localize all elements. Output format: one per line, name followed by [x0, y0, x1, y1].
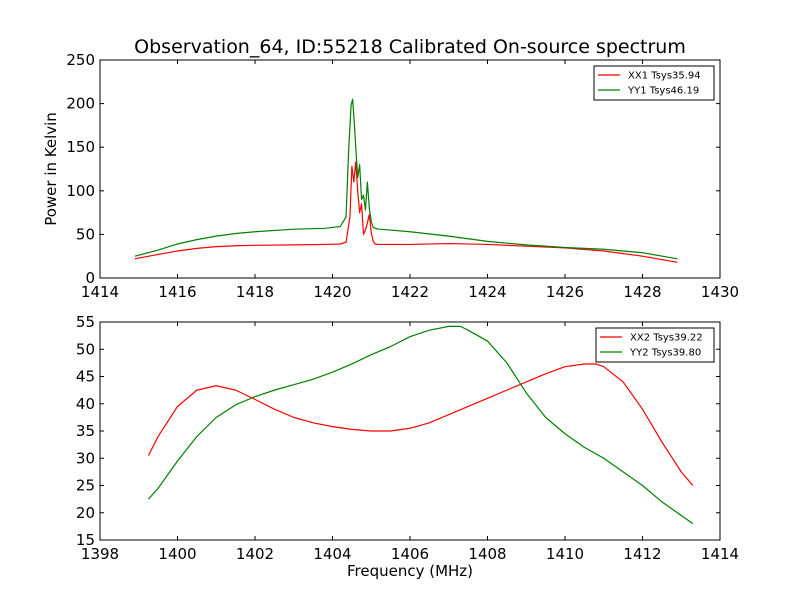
legend-entry-label: XX1 Tsys35.94	[628, 71, 701, 82]
x-tick-label: 1410	[546, 545, 584, 563]
x-tick-label: 1404	[313, 545, 351, 563]
x-tick-label: 1422	[391, 283, 429, 301]
x-tick-label: 1408	[468, 545, 506, 563]
x-tick-label: 1402	[236, 545, 274, 563]
x-tick-label: 1406	[391, 545, 429, 563]
legend-entry-label: YY1 Tsys46.19	[627, 86, 699, 97]
y-axis-label: Power in Kelvin	[42, 112, 60, 226]
x-axis-label: Frequency (MHz)	[347, 562, 473, 580]
legend-box	[595, 327, 715, 363]
legend-entry-label: YY2 Tsys39.80	[629, 348, 701, 359]
x-tick-label: 1414	[81, 283, 119, 301]
legend: XX2 Tsys39.22 YY2 Tsys39.80	[595, 327, 715, 363]
y-tick-label: 30	[76, 449, 95, 467]
y-tick-label: 50	[76, 340, 95, 358]
x-tick-label: 1414	[701, 545, 739, 563]
legend-entry-label: XX2 Tsys39.22	[630, 333, 703, 344]
y-tick-label: 150	[66, 138, 95, 156]
series-line-yy1	[134, 98, 678, 260]
series-line-xx1	[134, 161, 678, 263]
y-tick-label: 55	[76, 313, 95, 331]
y-tick-label: 15	[76, 531, 95, 549]
y-tick-label: 40	[76, 395, 95, 413]
y-tick-label: 25	[76, 477, 95, 495]
x-tick-label: 1426	[546, 283, 584, 301]
series-line-yy2	[147, 325, 694, 525]
y-tick-label: 20	[76, 504, 95, 522]
top-spectrum-panel: 1414 1416 1418 1420 1422 1424 1426 1428 1430 0 50 1…	[66, 51, 739, 301]
x-tick-label: 1400	[158, 545, 196, 563]
y-tick-label: 200	[66, 95, 95, 113]
x-tick-label: 1420	[313, 283, 351, 301]
series-line-xx2	[147, 363, 694, 486]
x-tick-label: 1430	[701, 283, 739, 301]
x-tick-label: 1424	[468, 283, 506, 301]
x-tick-label: 1416	[158, 283, 196, 301]
y-tick-label: 45	[76, 368, 95, 386]
y-tick-label: 50	[76, 225, 95, 243]
legend: XX1 Tsys35.94 YY1 Tsys46.19	[593, 65, 715, 101]
bottom-spectrum-panel: 1398 1400 1402 1404 1406 1408 1410 1412 1414 15 20…	[76, 313, 739, 563]
chart-title: Observation_64, ID:55218 Calibrated On-s…	[134, 36, 686, 58]
y-tick-label: 100	[66, 182, 95, 200]
legend-box	[593, 65, 715, 101]
y-tick-label: 35	[76, 422, 95, 440]
x-tick-label: 1428	[623, 283, 661, 301]
x-tick-label: 1398	[81, 545, 119, 563]
y-tick-label: 250	[66, 51, 95, 69]
x-tick-label: 1418	[236, 283, 274, 301]
x-tick-label: 1412	[623, 545, 661, 563]
y-tick-label: 0	[85, 269, 95, 287]
